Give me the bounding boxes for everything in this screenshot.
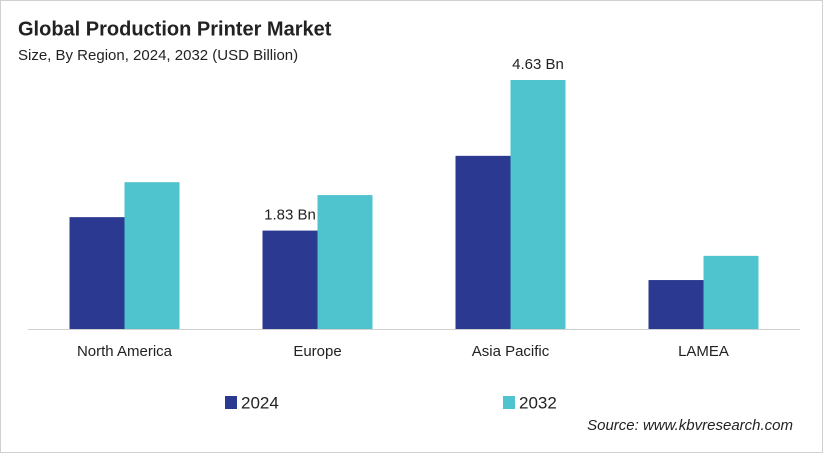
- value-label: 1.83 Bn: [264, 207, 316, 224]
- bar: [648, 280, 704, 329]
- legend-swatch: [503, 396, 515, 409]
- value-label: 4.63 Bn: [512, 56, 564, 73]
- chart-title: Global Production Printer Market: [18, 18, 332, 40]
- bar: [262, 230, 318, 329]
- legend-label: 2032: [519, 393, 557, 412]
- x-tick-label: Europe: [293, 343, 341, 360]
- bar: [703, 255, 759, 329]
- bar: [510, 80, 566, 329]
- x-tick-label: LAMEA: [678, 343, 729, 360]
- x-tick-label: Asia Pacific: [472, 343, 550, 360]
- chart-subtitle: Size, By Region, 2024, 2032 (USD Billion…: [18, 47, 298, 64]
- bar: [124, 182, 180, 329]
- bar: [69, 217, 125, 329]
- legend-label: 2024: [241, 393, 279, 412]
- legend-swatch: [225, 396, 237, 409]
- source: Source: www.kbvresearch.com: [587, 417, 793, 434]
- bar: [317, 195, 373, 329]
- x-tick-label: North America: [77, 343, 173, 360]
- bar: [455, 155, 511, 329]
